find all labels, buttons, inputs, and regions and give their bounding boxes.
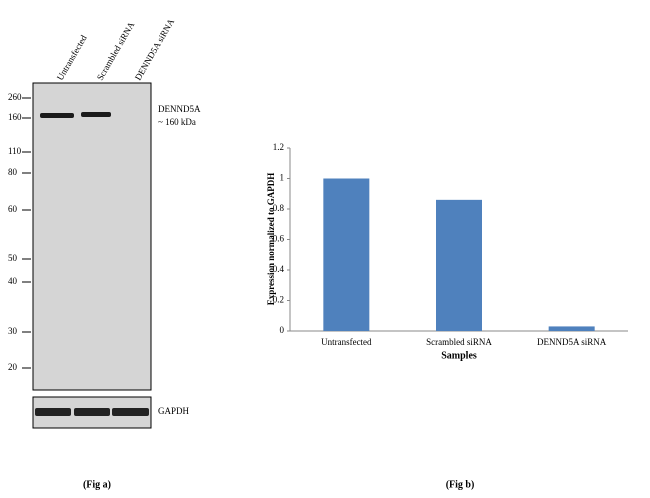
- lane-label: Untransfected: [55, 33, 89, 82]
- mw-marker: 50: [8, 253, 18, 263]
- blot-band: [40, 113, 74, 118]
- y-axis-label: Expression normalized to GAPDH: [266, 173, 276, 306]
- y-tick-label: 0.8: [273, 203, 285, 213]
- lane-label: DENND5A siRNA: [133, 17, 177, 82]
- caption: (Fig a): [83, 479, 111, 490]
- mw-marker: 60: [8, 204, 18, 214]
- bar: [436, 199, 482, 331]
- blot-band: [81, 112, 111, 117]
- x-axis-label: Samples: [441, 350, 477, 361]
- mw-marker: 110: [8, 146, 22, 156]
- mw-marker: 260: [8, 92, 22, 102]
- blot-membrane: [32, 82, 152, 391]
- gapdh-band: [112, 408, 149, 416]
- y-tick-label: 1.2: [273, 142, 284, 152]
- x-tick-label: Untransfected: [321, 337, 372, 347]
- mw-marker: 80: [8, 167, 18, 177]
- x-tick-label: Scrambled siRNA: [426, 337, 492, 347]
- y-tick-label: 0: [280, 325, 285, 335]
- mw-marker: 20: [8, 362, 18, 372]
- y-tick-label: 0.6: [273, 234, 285, 244]
- y-tick-label: 1: [280, 173, 285, 183]
- band-label: DENND5A: [158, 104, 201, 114]
- gapdh-band: [35, 408, 71, 416]
- y-tick-label: 0.2: [273, 295, 284, 305]
- y-tick-label: 0.4: [273, 264, 285, 274]
- mw-marker: 30: [8, 326, 18, 336]
- bar: [323, 178, 370, 331]
- loading-label: GAPDH: [158, 406, 190, 416]
- mw-marker: 40: [8, 276, 18, 286]
- caption: (Fig b): [446, 479, 475, 490]
- lane-label: Scrambled siRNA: [95, 20, 137, 82]
- x-tick-label: DENND5A siRNA: [537, 337, 607, 347]
- band-size: ~ 160 kDa: [158, 117, 196, 127]
- gapdh-band: [74, 408, 110, 416]
- bar: [548, 326, 595, 331]
- mw-marker: 160: [8, 112, 22, 122]
